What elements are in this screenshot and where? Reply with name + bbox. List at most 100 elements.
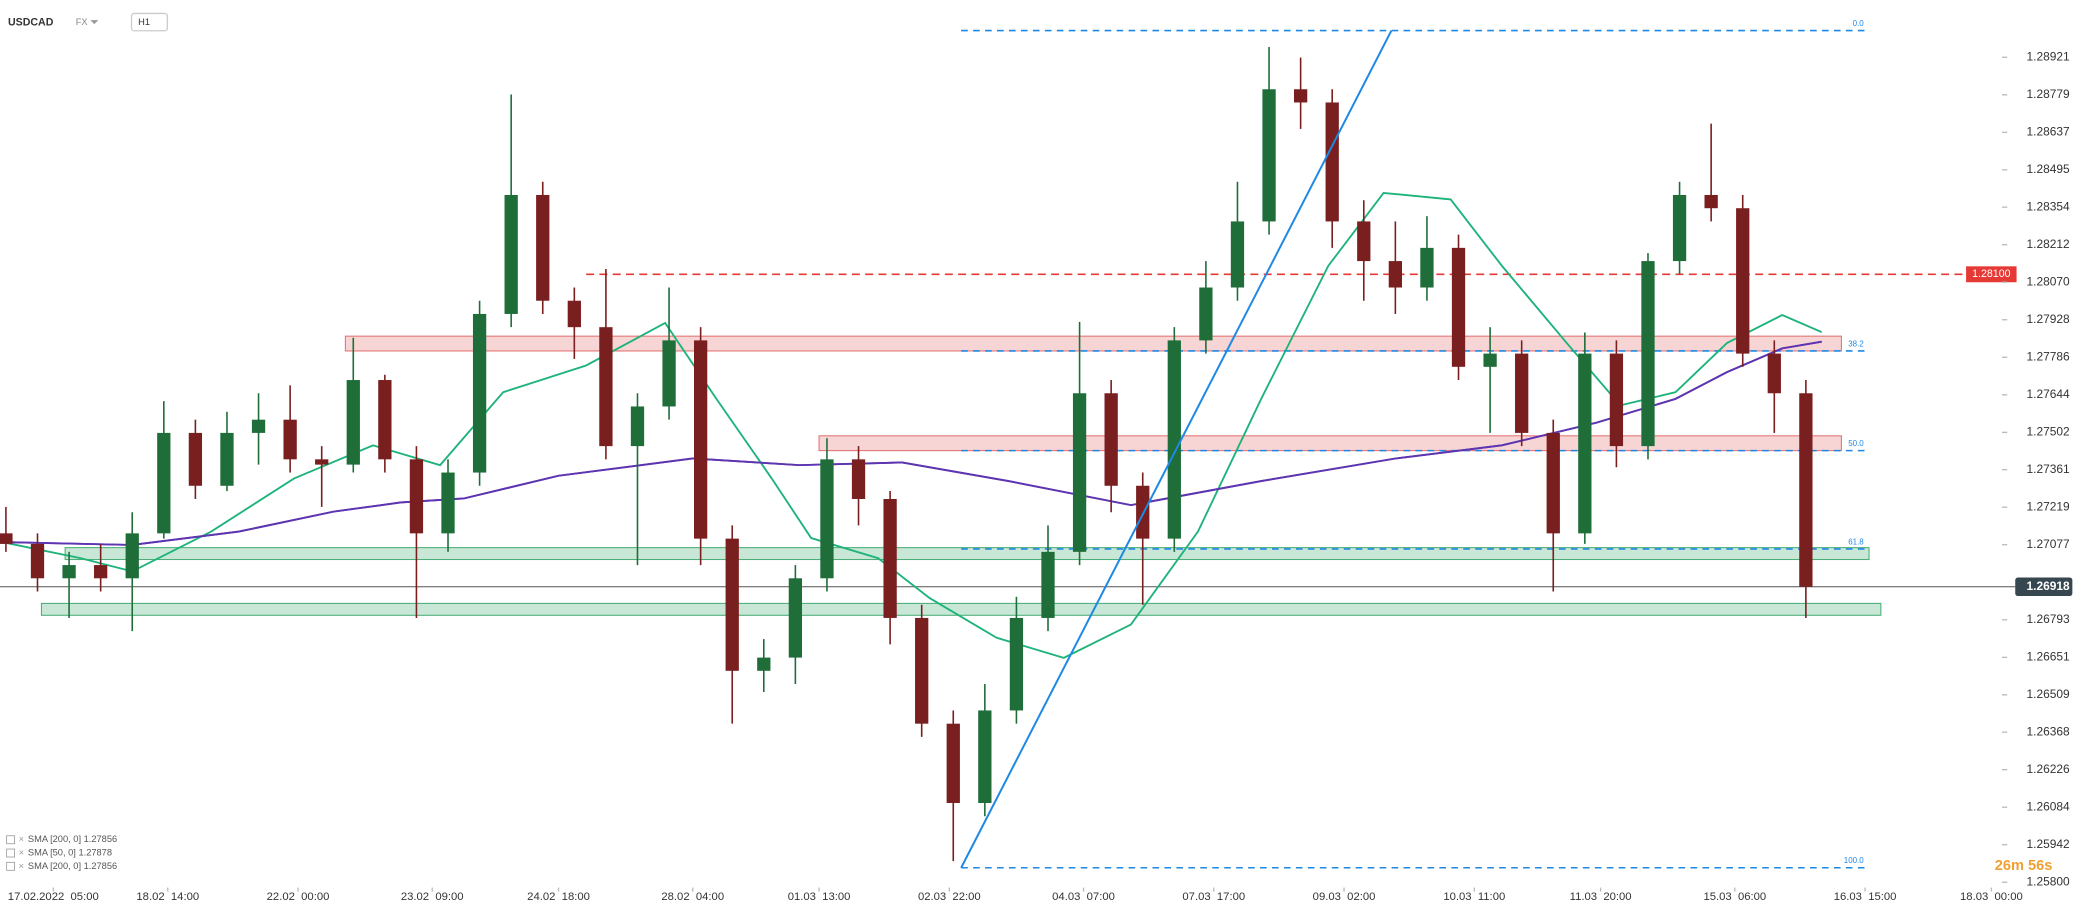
candle-body (1736, 208, 1750, 354)
symbol[interactable]: USDCAD (8, 17, 54, 29)
countdown: 26m 56s (1995, 858, 2053, 874)
fib-label: 50.0 (1848, 439, 1864, 448)
candle-body (188, 432, 203, 486)
zone (40, 602, 1882, 616)
y-tick-label: 1.26368 (2027, 724, 2071, 738)
candle-body (1357, 221, 1371, 262)
candle-body (1167, 340, 1181, 539)
y-tick-label: 1.25800 (2027, 874, 2071, 888)
candle-body (915, 617, 929, 724)
y-tick-label: 1.26651 (2027, 649, 2071, 663)
x-tick-label: 04.03 07:00 (1052, 891, 1115, 903)
interval-button[interactable] (130, 12, 169, 32)
legend-entry[interactable]: SMA [50, 0] 1.27878 (28, 847, 112, 857)
candle-body (157, 432, 171, 534)
candle-body (1262, 89, 1276, 222)
y-tick-label: 1.28070 (2027, 274, 2071, 288)
fib-label: 0.0 (1853, 19, 1865, 28)
alert-label: 1.28100 (1972, 268, 2010, 280)
candle-body (851, 459, 866, 499)
y-tick-label: 1.27502 (2027, 425, 2071, 439)
candle-body (788, 578, 803, 658)
candle-body (1767, 353, 1781, 394)
fib-label: 100.0 (1844, 856, 1865, 865)
candle-body (346, 380, 360, 465)
x-tick-label: 01.03 13:00 (788, 891, 851, 903)
sma-line (1, 340, 1822, 546)
candle-body (725, 538, 739, 671)
candle-body (1546, 432, 1560, 534)
candle-body (315, 459, 329, 465)
legend-entry[interactable]: SMA [200, 0] 1.27856 (28, 861, 117, 871)
candle-body (504, 194, 518, 314)
candle-body (536, 194, 550, 301)
candle-body (693, 340, 708, 539)
legend-icon (6, 835, 16, 845)
y-tick-label: 1.26509 (2027, 687, 2071, 701)
candle-body (251, 419, 266, 433)
candle-body (757, 657, 771, 671)
candle-body (1104, 393, 1118, 486)
candle-body (1515, 353, 1529, 433)
x-tick-label: 18.02 14:00 (136, 891, 199, 903)
legend-close: × (19, 861, 24, 871)
candle-body (1009, 617, 1024, 711)
candle-body (30, 543, 45, 579)
y-tick-label: 1.25942 (2027, 837, 2071, 851)
legend-icon (6, 848, 16, 858)
y-tick-label: 1.27786 (2027, 349, 2071, 363)
candle-body (1293, 89, 1308, 103)
candle-body (1136, 485, 1150, 539)
candle-body (1483, 353, 1497, 367)
y-tick-label: 1.26793 (2027, 612, 2071, 626)
x-tick-label: 24.02 18:00 (527, 891, 590, 903)
zone (64, 547, 1870, 561)
candle-body (662, 340, 676, 407)
candle-body (567, 300, 581, 328)
candle-body (1609, 353, 1624, 447)
x-tick-label: 28.02 04:00 (661, 891, 724, 903)
candle-body (1672, 194, 1687, 262)
candle-body (409, 459, 424, 534)
y-tick-label: 1.28637 (2027, 125, 2071, 139)
candle-body (378, 380, 392, 460)
candle-body (630, 406, 645, 447)
candle-body (1072, 393, 1087, 552)
candle-body (883, 498, 897, 618)
y-tick-label: 1.26084 (2027, 799, 2071, 813)
candle-body (599, 327, 613, 447)
candle-body (472, 313, 487, 473)
candle-body (820, 459, 834, 579)
y-tick-label: 1.28779 (2027, 87, 2071, 101)
y-tick-label: 1.28212 (2027, 237, 2071, 251)
fib-label: 38.2 (1848, 339, 1864, 348)
interval[interactable]: H1 (138, 17, 150, 27)
fib-label: 61.8 (1848, 537, 1864, 546)
alert-label-box (1966, 266, 2017, 283)
legend-icon (6, 861, 16, 871)
y-tick-label: 1.27219 (2027, 499, 2071, 513)
market[interactable]: FX (76, 17, 88, 27)
candle-body (125, 533, 139, 579)
x-tick-label: 07.03 17:00 (1182, 891, 1245, 903)
candle-body (1578, 353, 1592, 534)
x-tick-label: 02.03 22:00 (918, 891, 981, 903)
y-tick-label: 1.27644 (2027, 387, 2071, 401)
x-tick-label: 09.03 02:00 (1313, 891, 1376, 903)
candle-body (1799, 393, 1813, 587)
legend-close: × (19, 834, 24, 844)
x-tick-label: 15.03 06:00 (1703, 891, 1766, 903)
candle-body (978, 710, 992, 803)
last-price-box (2015, 577, 2073, 597)
legend-entry[interactable]: SMA [200, 0] 1.27856 (28, 834, 117, 844)
candle-body (1420, 247, 1434, 288)
x-tick-label: 11.03 20:00 (1570, 891, 1632, 903)
candle-body (1641, 261, 1655, 447)
candle-body (441, 472, 455, 534)
candle-body (1230, 221, 1245, 288)
trend-line (960, 30, 1393, 869)
candle-body (1451, 247, 1466, 367)
y-tick-label: 1.27928 (2027, 312, 2071, 326)
market-caret (90, 20, 99, 25)
